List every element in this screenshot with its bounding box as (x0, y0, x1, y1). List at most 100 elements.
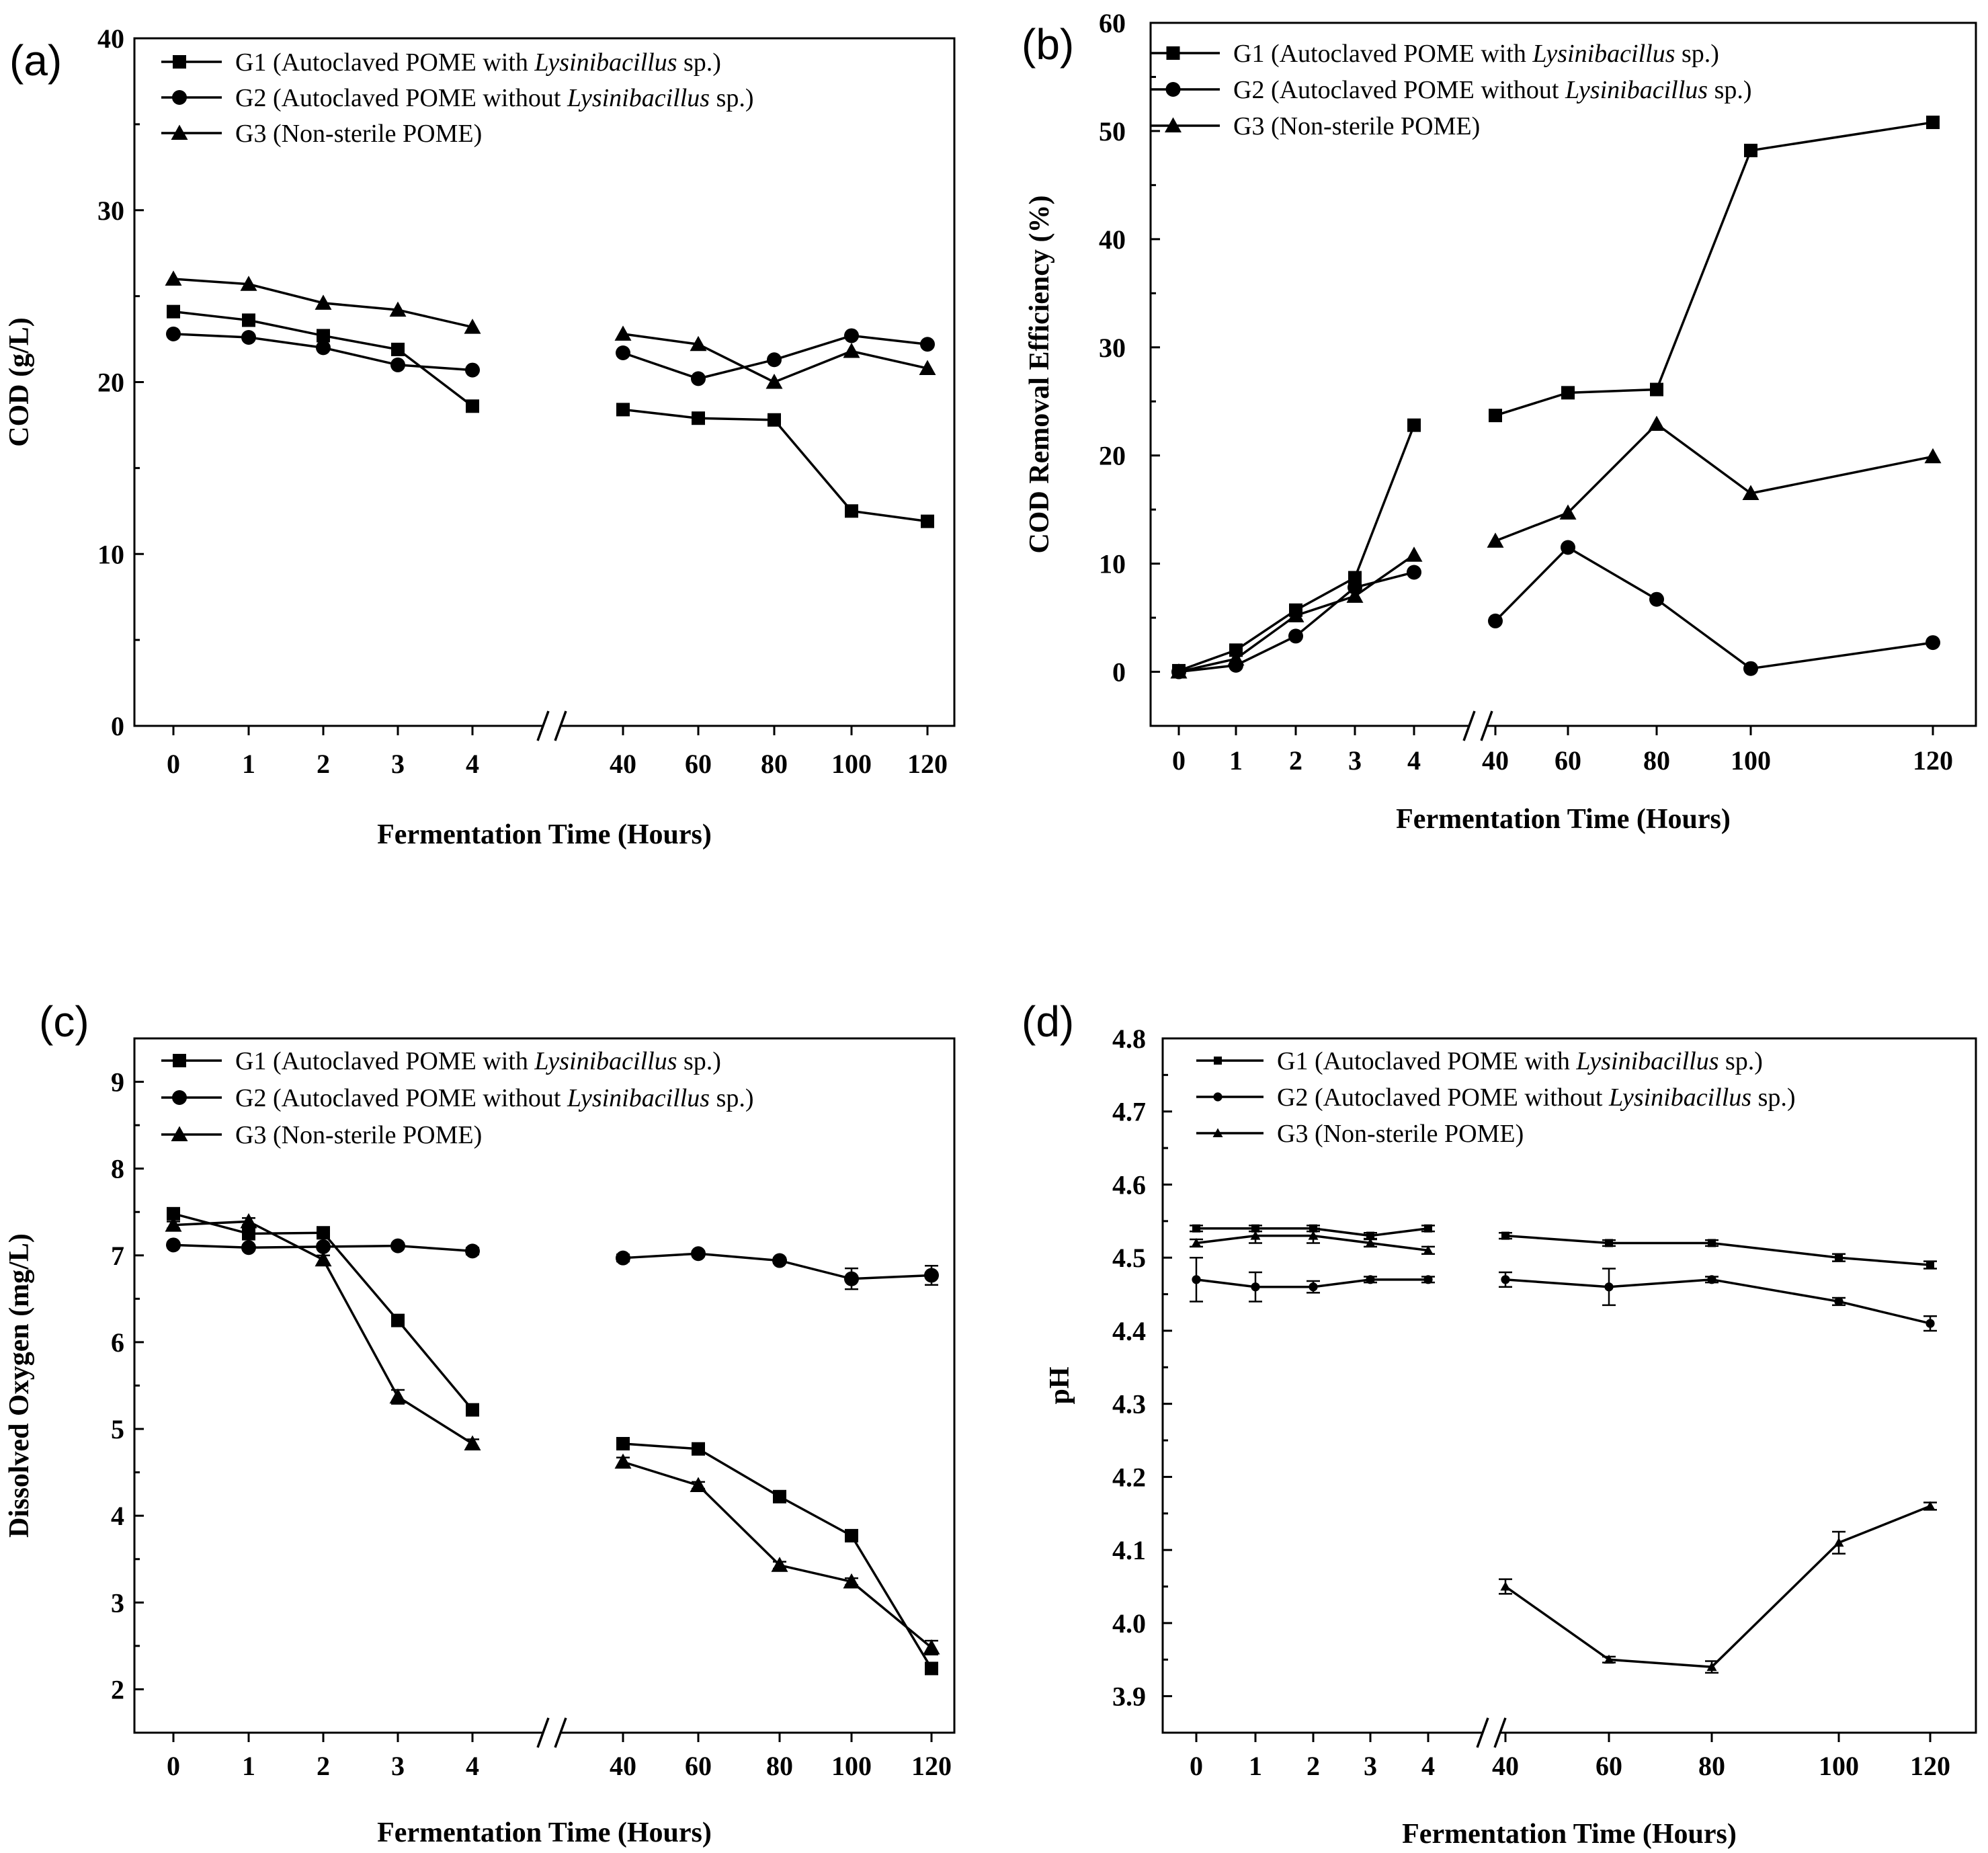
legend-label: G3 (Non-sterile POME) (1233, 112, 1480, 140)
legend-entry-g1: G1 (Autoclaved POME with Lysinibacillus … (1151, 40, 1719, 68)
data-point (1365, 1237, 1376, 1247)
data-point (925, 1661, 938, 1676)
axis-break-gap (1483, 1730, 1500, 1735)
data-point (317, 329, 330, 343)
x-axis-title: Fermentation Time (Hours) (377, 819, 712, 850)
legend-marker (172, 90, 187, 105)
y-tick-label: 4.5 (1112, 1243, 1146, 1273)
data-point (768, 413, 781, 427)
data-point (1833, 1537, 1844, 1547)
data-point (1170, 663, 1188, 679)
data-point (771, 1557, 788, 1572)
data-point (1366, 1275, 1375, 1284)
y-tick-label: 4.2 (1112, 1462, 1146, 1492)
series-line (1495, 422, 1934, 542)
legend-entry-g2: G2 (Autoclaved POME without Lysinibacill… (1151, 76, 1752, 104)
x-tick-label: 120 (911, 1751, 952, 1781)
x-tick-label: 40 (1492, 1751, 1519, 1781)
legend-label-italic: Lysinibacillus (567, 84, 710, 112)
data-point (765, 374, 783, 389)
data-point (464, 1435, 481, 1451)
legend-marker (1214, 1057, 1222, 1065)
legend-entry-g1: G1 (Autoclaved POME with Lysinibacillus … (161, 48, 721, 77)
data-point (692, 411, 705, 425)
series-line (1494, 546, 1934, 670)
y-tick-label: 60 (1099, 8, 1126, 38)
y-tick-label: 50 (1099, 116, 1126, 147)
legend-entry-g3: G3 (Non-sterile POME) (161, 1121, 482, 1149)
x-tick-label: 3 (1348, 745, 1362, 776)
data-point (1423, 1245, 1434, 1255)
legend-label-prefix: G2 (Autoclaved POME without (235, 1084, 567, 1112)
legend-entry-g2: G2 (Autoclaved POME without Lysinibacill… (1196, 1083, 1796, 1112)
legend-label-prefix: G2 (Autoclaved POME without (235, 84, 567, 112)
y-tick-label: 20 (1099, 441, 1126, 471)
legend-entry-g2: G2 (Autoclaved POME without Lysinibacill… (161, 1084, 754, 1112)
series-g2 (166, 1237, 939, 1290)
data-point (1834, 1296, 1844, 1307)
data-point (1227, 650, 1245, 666)
y-tick-label: 4.7 (1112, 1097, 1146, 1127)
legend-marker (1213, 1092, 1223, 1102)
data-point (391, 1313, 405, 1327)
data-point (1648, 415, 1665, 431)
data-point (923, 1639, 940, 1655)
data-point (464, 319, 481, 334)
series-g3 (165, 270, 936, 389)
legend-label: G2 (Autoclaved POME without Lysinibacill… (235, 1084, 754, 1112)
legend-label-suffix: sp.) (1708, 76, 1751, 104)
data-point (167, 304, 180, 319)
panel-label: (b) (1022, 20, 1074, 69)
axis-break-gap (1469, 723, 1487, 729)
data-point (1559, 504, 1577, 520)
data-point (166, 326, 181, 341)
data-point (1925, 1501, 1936, 1510)
legend-label-suffix: sp.) (1719, 1047, 1763, 1075)
legend-label-italic: Lysinibacillus (534, 1047, 677, 1075)
data-point (616, 403, 630, 417)
y-tick-label: 10 (1099, 549, 1126, 579)
data-point (1229, 643, 1243, 657)
legend-label-prefix: G3 (Non-sterile POME) (1233, 112, 1480, 140)
legend-label: G1 (Autoclaved POME with Lysinibacillus … (235, 1047, 721, 1075)
data-point (241, 330, 256, 345)
data-point (1346, 587, 1364, 603)
y-tick-label: 4.0 (1112, 1608, 1146, 1639)
data-point (1742, 485, 1759, 501)
x-axis-title: Fermentation Time (Hours) (1396, 804, 1731, 835)
x-tick-label: 3 (1364, 1751, 1377, 1781)
axis-break-mark (536, 1717, 550, 1748)
x-tick-label: 0 (1190, 1751, 1203, 1781)
x-tick-label: 1 (242, 1751, 255, 1781)
data-point (1309, 1282, 1318, 1292)
data-point (240, 1212, 257, 1229)
data-point (1405, 546, 1423, 562)
data-point (920, 337, 935, 352)
data-point (1926, 116, 1940, 130)
x-tick-label: 4 (1407, 745, 1421, 776)
data-point (1489, 409, 1502, 423)
legend-label-prefix: G3 (Non-sterile POME) (235, 1121, 482, 1149)
legend-label-prefix: G1 (Autoclaved POME with (235, 48, 534, 77)
legend-label-italic: Lysinibacillus (1565, 76, 1708, 104)
x-tick-label: 60 (1596, 1751, 1622, 1781)
data-point (1308, 1231, 1319, 1240)
legend-entry-g3: G3 (Non-sterile POME) (1196, 1120, 1524, 1148)
x-tick-label: 2 (1289, 745, 1302, 776)
data-point (1926, 1261, 1934, 1270)
data-point (1407, 418, 1421, 432)
data-point (1348, 580, 1362, 595)
y-tick-label: 9 (111, 1067, 124, 1098)
plot-frame (1161, 1037, 1977, 1734)
y-tick-label: 4 (111, 1501, 124, 1531)
x-tick-label: 4 (466, 1751, 479, 1781)
legend-label: G3 (Non-sterile POME) (235, 1121, 482, 1149)
legend-label: G2 (Autoclaved POME without Lysinibacill… (235, 84, 754, 112)
data-point (165, 270, 182, 286)
axis-break-mark (1476, 1717, 1489, 1748)
axis-break-mark (536, 710, 550, 741)
legend-label: G1 (Autoclaved POME with Lysinibacillus … (1277, 1047, 1763, 1075)
chart-panel-b: (b) 0 10 20 30 40 50 60 0 1 2 3 4 40 60 80 100 120 Ferment… (1022, 8, 1977, 835)
data-point (1487, 532, 1504, 548)
x-tick-label: 40 (610, 1751, 636, 1781)
